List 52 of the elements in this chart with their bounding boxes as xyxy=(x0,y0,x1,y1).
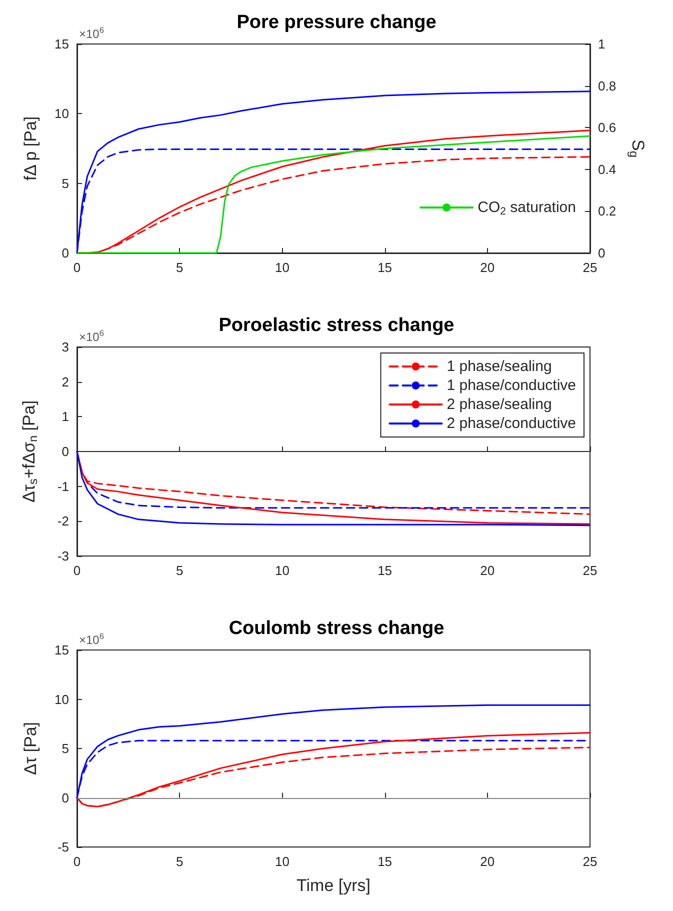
x-tick-label: 10 xyxy=(274,260,290,275)
y-tick-label: -5 xyxy=(57,840,69,854)
y-tick-label: -1 xyxy=(57,478,69,494)
x-tick-label: 5 xyxy=(176,260,184,275)
y-tick-label: 10 xyxy=(54,692,69,707)
legend-label: 2 phase/conductive xyxy=(446,415,576,432)
x-tick-label: 20 xyxy=(480,854,495,869)
x-tick-label: 5 xyxy=(176,563,184,578)
x-tick-label: 25 xyxy=(582,563,598,578)
x-tick-label: 25 xyxy=(582,260,598,275)
y-tick-label: -2 xyxy=(57,514,69,529)
chart-title: Pore pressure change xyxy=(236,12,436,33)
legend-label: 2 phase/sealing xyxy=(446,396,552,413)
y-tick-label: 3 xyxy=(62,340,69,354)
x-tick-label: 15 xyxy=(378,854,392,869)
x-tick-label: 15 xyxy=(378,260,392,275)
x-axis-title: Time [yrs] xyxy=(296,876,370,895)
y-tick-label: 2 xyxy=(62,374,69,390)
x-tick-label: 10 xyxy=(274,854,290,869)
y-axis-title: Δτ [Pa] xyxy=(21,722,40,776)
y-tick-label: 1 xyxy=(62,409,69,424)
y2-tick-label: 0.8 xyxy=(598,78,616,94)
y2-tick-label: 0.2 xyxy=(598,204,616,219)
y-tick-label: 10 xyxy=(54,106,69,122)
x-tick-label: 15 xyxy=(378,563,392,578)
x-tick-label: 0 xyxy=(73,260,81,275)
y-tick-label: -3 xyxy=(57,548,69,564)
x-tick-label: 25 xyxy=(582,854,598,869)
y2-tick-label: 0.4 xyxy=(598,162,616,177)
y2-axis-title: Sg xyxy=(627,140,648,158)
y-tick-label: 0 xyxy=(62,790,69,806)
x-tick-label: 10 xyxy=(274,563,290,578)
y-tick-label: 0 xyxy=(62,444,69,459)
y-axis-title: fΔ p [Pa] xyxy=(21,116,40,181)
y-tick-label: 15 xyxy=(54,642,69,658)
chart-title: Coulomb stress change xyxy=(228,618,444,639)
legend-label: 1 phase/conductive xyxy=(446,377,576,394)
legend-label: 1 phase/sealing xyxy=(446,358,552,375)
x-tick-label: 20 xyxy=(480,260,495,275)
y-tick-label: 15 xyxy=(54,36,69,52)
y-tick-label: 0 xyxy=(62,246,69,260)
y-axis-title: Δτs+fΔσn [Pa] xyxy=(20,400,40,503)
y-tick-label: 5 xyxy=(62,176,69,191)
y2-tick-label: 0.6 xyxy=(598,120,616,136)
y2-tick-label: 1 xyxy=(598,36,606,52)
chart-title: Poroelastic stress change xyxy=(218,315,454,336)
y-tick-label: 5 xyxy=(62,741,69,756)
x-tick-label: 20 xyxy=(480,563,495,578)
x-tick-label: 5 xyxy=(176,854,184,869)
y2-tick-label: 0 xyxy=(598,246,606,260)
x-tick-label: 0 xyxy=(73,563,81,578)
x-tick-label: 0 xyxy=(73,854,81,869)
